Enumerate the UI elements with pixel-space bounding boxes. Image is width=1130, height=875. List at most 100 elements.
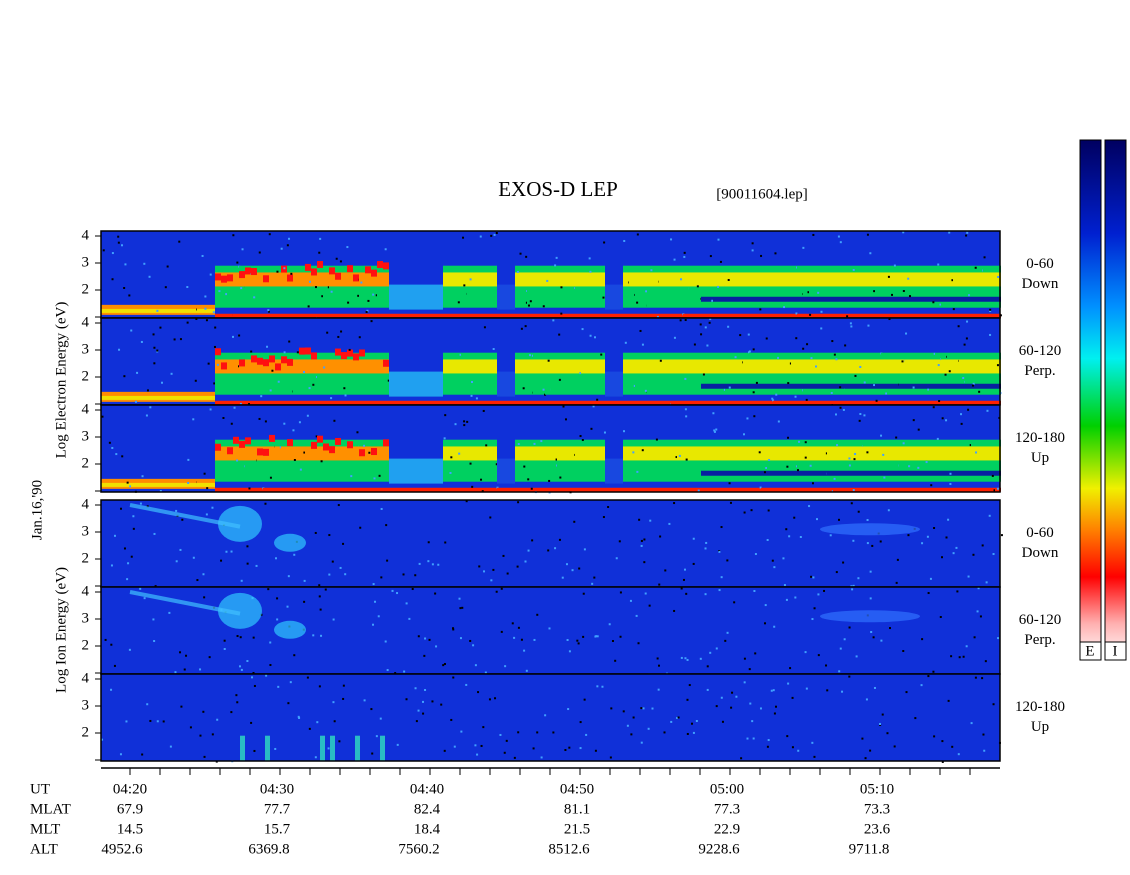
spectrogram-cell: [665, 400, 671, 405]
noise-dot: [864, 757, 867, 760]
spectrogram-cell: [413, 313, 419, 318]
noise-dot: [683, 255, 686, 258]
spectrogram-cell: [569, 400, 575, 405]
spectrogram-cell: [533, 439, 539, 482]
spectrogram-cell: [965, 383, 971, 389]
spectrogram-cell: [569, 352, 575, 395]
noise-dot: [384, 248, 387, 251]
colorbar-label-box: [1079, 641, 1102, 661]
spectrogram-cell: [347, 439, 353, 482]
spectrogram-cell: [815, 400, 821, 405]
noise-dot: [463, 284, 466, 287]
spectrogram-cell: [347, 265, 353, 273]
spectrogram-cell: [305, 352, 311, 395]
noise-dot: [721, 720, 724, 723]
spectrogram-cell: [701, 487, 707, 492]
noise-dot: [989, 310, 992, 313]
spectrogram-cell: [941, 446, 947, 461]
spectrogram-cell: [365, 272, 371, 287]
noise-dot: [657, 664, 660, 667]
spectrogram-cell: [635, 272, 641, 287]
spectrogram-cell: [677, 352, 683, 395]
spectrogram-cell: [473, 272, 479, 287]
spectrogram-cell: [599, 359, 605, 374]
spectrogram-cell: [995, 359, 1001, 374]
spectrogram-cell: [377, 446, 383, 461]
spectrogram-cell: [725, 400, 731, 405]
noise-dot: [236, 635, 239, 638]
spectrogram-cell: [893, 265, 899, 308]
spectrogram-cell: [215, 352, 221, 395]
spectrogram-cell: [431, 371, 437, 397]
noise-dot: [344, 573, 347, 576]
spectrogram-cell: [785, 313, 791, 318]
spectrogram-cell: [851, 313, 857, 318]
noise-dot: [503, 751, 506, 754]
noise-dot: [996, 364, 999, 367]
spectrogram-cell: [923, 446, 929, 461]
spectrogram-cell: [911, 352, 917, 395]
noise-dot: [220, 559, 223, 562]
noise-dot: [692, 731, 695, 734]
spectrogram-cell: [815, 265, 821, 308]
noise-dot: [596, 685, 599, 688]
noise-dot: [474, 664, 477, 667]
spectrogram-cell: [167, 482, 173, 487]
noise-dot: [594, 749, 597, 752]
noise-dot: [240, 579, 243, 582]
spectrogram-cell: [749, 439, 755, 482]
spectrogram-cell: [647, 487, 653, 492]
spectrogram-cell: [875, 383, 881, 389]
spectrogram-cell: [779, 352, 785, 395]
spectrogram-cell: [245, 439, 251, 482]
noise-dot: [449, 471, 452, 474]
noise-dot: [457, 301, 460, 304]
noise-dot: [996, 487, 999, 490]
spectrogram-cell: [149, 482, 155, 487]
spectrogram-cell: [437, 400, 443, 405]
noise-dot: [149, 406, 152, 409]
noise-dot: [186, 321, 189, 324]
spectrogram-cell: [803, 446, 809, 461]
noise-dot: [974, 676, 977, 679]
ion-streak: [240, 735, 245, 761]
noise-dot: [603, 241, 606, 244]
spectrogram-cell: [107, 308, 113, 313]
noise-dot: [637, 642, 640, 645]
spectrogram-cell: [725, 487, 731, 492]
noise-dot: [655, 438, 658, 441]
noise-dot: [532, 747, 535, 750]
spectrogram-cell: [785, 383, 791, 389]
spectrogram-cell: [821, 470, 827, 476]
spectrogram-cell: [653, 446, 659, 461]
noise-dot: [854, 452, 857, 455]
spectrogram-cell: [269, 446, 275, 461]
spectrogram-cell: [947, 383, 953, 389]
spectrogram-cell: [869, 470, 875, 476]
noise-dot: [492, 348, 495, 351]
noise-dot: [139, 587, 142, 590]
title: EXOS-D LEP: [498, 177, 618, 201]
noise-dot: [795, 312, 798, 315]
noise-dot: [726, 631, 729, 634]
spectrogram-cell: [791, 470, 797, 476]
noise-dot: [318, 685, 321, 688]
noise-dot: [638, 518, 641, 521]
spectrogram-cell: [101, 308, 107, 313]
spectrogram-cell: [935, 313, 941, 318]
spectrogram-cell: [341, 313, 347, 318]
noise-dot: [895, 436, 898, 439]
spectrogram-cell: [815, 383, 821, 389]
noise-dot: [577, 642, 580, 645]
spectrogram-cell: [527, 487, 533, 492]
noise-dot: [525, 255, 528, 258]
noise-dot: [517, 731, 520, 734]
spectrogram-cell: [959, 296, 965, 302]
spectrogram-cell: [197, 482, 203, 487]
spectrogram-cell: [563, 359, 569, 374]
noise-dot: [374, 600, 377, 603]
noise-dot: [202, 710, 205, 713]
spectrogram-cell: [371, 448, 377, 456]
noise-dot: [833, 477, 836, 480]
noise-dot: [640, 741, 643, 744]
